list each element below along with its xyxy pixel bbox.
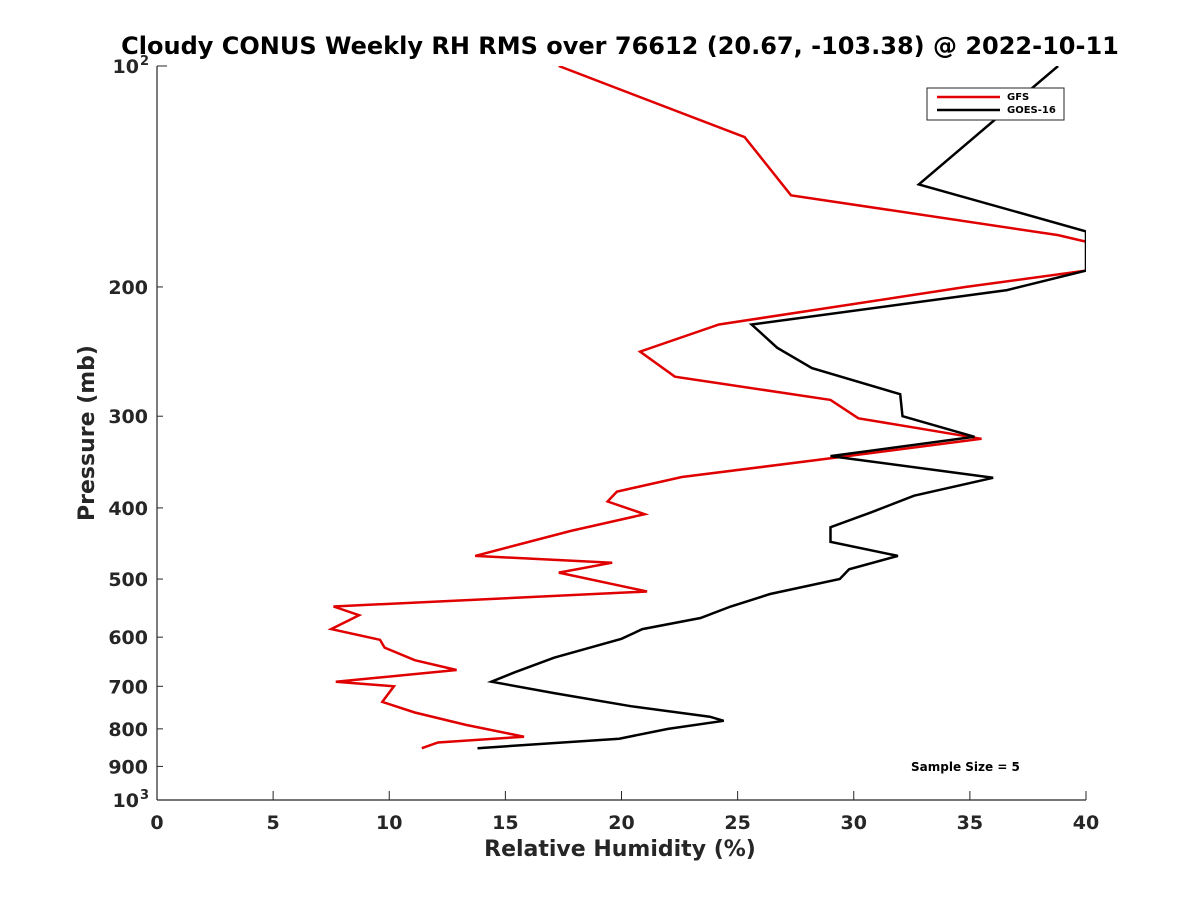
- sample-size-annotation: Sample Size = 5: [911, 760, 1020, 774]
- y-major-tick-exponent: 3: [140, 788, 149, 803]
- y-tick-label: 200: [108, 277, 148, 299]
- series-line-goes16: [477, 66, 1086, 750]
- legend-box: [926, 87, 1065, 121]
- legend-label-goes16: GOES-16: [1007, 105, 1056, 116]
- x-tick-label: 30: [841, 812, 867, 834]
- y-tick-label: 700: [108, 676, 148, 698]
- x-tick-label: 0: [150, 812, 163, 834]
- y-tick-label: 800: [108, 719, 148, 741]
- x-tick-label: 15: [492, 812, 518, 834]
- legend: GFS GOES-16: [926, 87, 1065, 121]
- y-major-tick-exponent: 2: [140, 54, 149, 69]
- y-tick-label: 500: [108, 569, 148, 591]
- chart-title: Cloudy CONUS Weekly RH RMS over 76612 (2…: [121, 32, 1119, 60]
- x-tick-label: 5: [267, 812, 280, 834]
- x-tick-label: 20: [608, 812, 634, 834]
- series-layer: [327, 66, 1086, 750]
- axes-layer: [156, 66, 1086, 801]
- y-tick-label: 400: [108, 498, 148, 520]
- x-tick-label: 25: [724, 812, 750, 834]
- y-major-tick-label: 10: [113, 56, 139, 78]
- y-tick-label: 600: [108, 627, 148, 649]
- tick-layer: 0 5 10 15 20 25 30 35 40 200 300 400 500 600 700 800 900…: [108, 54, 1099, 834]
- y-major-tick-label: 10: [113, 790, 139, 812]
- x-tick-label: 10: [376, 812, 402, 834]
- x-axis-label: Relative Humidity (%): [484, 837, 756, 862]
- series-line-gfs: [327, 66, 1086, 750]
- legend-label-gfs: GFS: [1007, 92, 1029, 103]
- y-tick-label: 300: [108, 406, 148, 428]
- y-axis-label: Pressure (mb): [75, 345, 100, 521]
- y-tick-label: 900: [108, 756, 148, 778]
- x-tick-label: 35: [957, 812, 983, 834]
- x-tick-label: 40: [1073, 812, 1099, 834]
